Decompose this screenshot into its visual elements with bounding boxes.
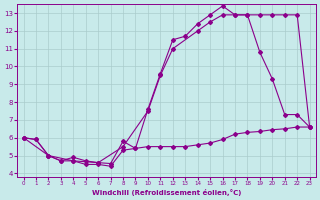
X-axis label: Windchill (Refroidissement éolien,°C): Windchill (Refroidissement éolien,°C): [92, 189, 241, 196]
